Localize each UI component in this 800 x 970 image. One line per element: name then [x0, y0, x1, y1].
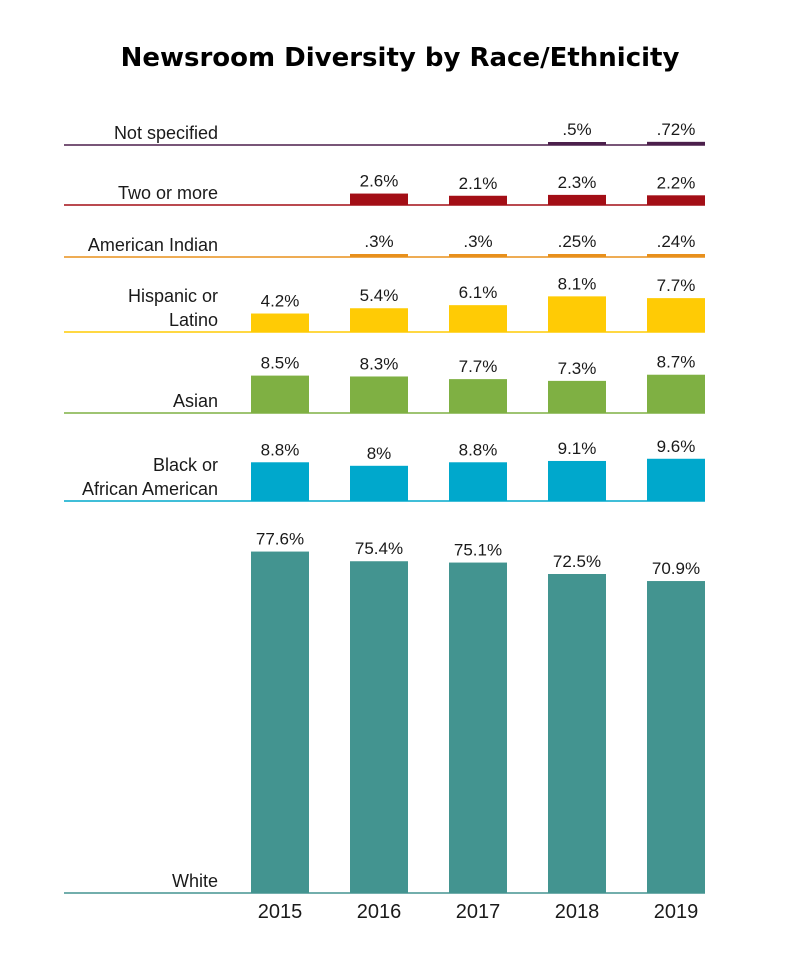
row-label: Hispanic or: [128, 286, 218, 306]
bar-asian-2016: [350, 376, 408, 413]
value-label: 7.7%: [459, 357, 498, 376]
chart-rows: Not specified .5% .72% Two or more 2.6% 2.1% 2…: [64, 120, 705, 894]
value-label: .3%: [463, 232, 492, 251]
bar-asian-2017: [449, 379, 507, 413]
row-white: White 77.6% 75.4% 75.1% 72.5% 70.9%: [64, 530, 705, 894]
bar-hispanic-or-latino-2019: [647, 298, 705, 332]
value-label: 2.3%: [558, 173, 597, 192]
bar-two-or-more-2018: [548, 194, 606, 205]
row-asian: Asian 8.5% 8.3% 7.7% 7.3% 8.7%: [64, 353, 705, 414]
row-label: Not specified: [114, 123, 218, 143]
x-tick-label: 2016: [357, 901, 402, 923]
bar-american-indian-2018: [548, 254, 606, 257]
bar-black-or-african-american-2017: [449, 462, 507, 501]
value-label: 5.4%: [360, 286, 399, 305]
x-tick-label: 2015: [258, 901, 303, 923]
bar-asian-2019: [647, 374, 705, 413]
bar-asian-2015: [251, 375, 309, 413]
bar-not-specified-2019: [647, 141, 705, 145]
value-label: 7.3%: [558, 359, 597, 378]
bar-american-indian-2019: [647, 254, 705, 257]
value-label: 8.7%: [657, 353, 696, 372]
value-label: 77.6%: [256, 530, 304, 549]
row-not-specified: Not specified .5% .72%: [64, 120, 705, 146]
bar-two-or-more-2019: [647, 195, 705, 205]
bar-white-2019: [647, 581, 705, 893]
value-label: 9.1%: [558, 439, 597, 458]
bar-black-or-african-american-2015: [251, 462, 309, 501]
row-label: American Indian: [88, 235, 218, 255]
value-label: 70.9%: [652, 559, 700, 578]
value-label: 8.8%: [459, 440, 498, 459]
row-label: Asian: [173, 391, 218, 411]
bar-two-or-more-2016: [350, 193, 408, 205]
chart-title: Newsroom Diversity by Race/Ethnicity: [121, 43, 680, 73]
value-label: 8%: [367, 444, 392, 463]
x-axis-tick-labels: 2015 2016 2017 2018 2019: [258, 901, 699, 923]
row-label: White: [172, 871, 218, 891]
row-label: Latino: [169, 310, 218, 330]
row-black-or-african-american: Black or African American 8.8% 8% 8.8% 9.1% 9.…: [64, 437, 705, 502]
value-label: 2.6%: [360, 172, 399, 191]
value-label: 72.5%: [553, 552, 601, 571]
value-label: 6.1%: [459, 283, 498, 302]
value-label: 4.2%: [261, 292, 300, 311]
value-label: 2.2%: [657, 173, 696, 192]
bar-white-2016: [350, 561, 408, 893]
bar-white-2015: [251, 551, 309, 893]
x-tick-label: 2018: [555, 901, 600, 923]
row-label: African American: [82, 479, 218, 499]
bar-not-specified-2018: [548, 142, 606, 145]
value-label: 9.6%: [657, 437, 696, 456]
x-tick-label: 2017: [456, 901, 501, 923]
bar-hispanic-or-latino-2017: [449, 305, 507, 332]
value-label: 75.4%: [355, 539, 403, 558]
value-label: 8.8%: [261, 440, 300, 459]
value-label: .3%: [364, 232, 393, 251]
row-label: Two or more: [118, 183, 218, 203]
value-label: .72%: [657, 120, 696, 139]
value-label: 75.1%: [454, 541, 502, 560]
bar-hispanic-or-latino-2016: [350, 308, 408, 332]
row-american-indian: American Indian .3% .3% .25% .24%: [64, 232, 705, 258]
bar-black-or-african-american-2018: [548, 460, 606, 501]
row-hispanic-or-latino: Hispanic or Latino 4.2% 5.4% 6.1% 8.1% 7.7%: [64, 274, 705, 333]
row-two-or-more: Two or more 2.6% 2.1% 2.3% 2.2%: [64, 172, 705, 206]
value-label: .5%: [562, 120, 591, 139]
value-label: 7.7%: [657, 276, 696, 295]
value-label: 8.3%: [360, 354, 399, 373]
x-tick-label: 2019: [654, 901, 699, 923]
bar-hispanic-or-latino-2015: [251, 313, 309, 332]
bar-american-indian-2017: [449, 254, 507, 257]
row-label: Black or: [153, 455, 218, 475]
value-label: .25%: [558, 232, 597, 251]
value-label: 8.5%: [261, 354, 300, 373]
bar-black-or-african-american-2016: [350, 465, 408, 501]
value-label: 8.1%: [558, 274, 597, 293]
bar-american-indian-2016: [350, 254, 408, 257]
bar-two-or-more-2017: [449, 195, 507, 205]
bar-white-2018: [548, 574, 606, 893]
bar-white-2017: [449, 562, 507, 893]
value-label: .24%: [657, 232, 696, 251]
bar-black-or-african-american-2019: [647, 458, 705, 501]
bar-asian-2018: [548, 380, 606, 413]
bar-hispanic-or-latino-2018: [548, 296, 606, 332]
value-label: 2.1%: [459, 174, 498, 193]
